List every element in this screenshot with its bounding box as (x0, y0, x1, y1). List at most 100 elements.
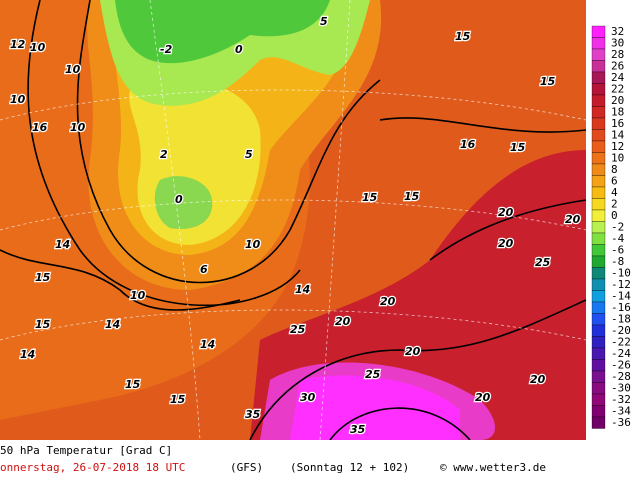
colorbar-label: -32 (611, 393, 631, 406)
colorbar-label: -14 (611, 289, 631, 302)
colorbar-label: -2 (611, 220, 624, 233)
colorbar-swatch (591, 175, 606, 188)
colorbar-label: 10 (611, 151, 624, 164)
colorbar-label: 32 (611, 25, 624, 38)
colorbar-swatch (591, 244, 606, 257)
colorbar-label: 20 (611, 94, 624, 107)
contour-label: 14 (105, 318, 120, 331)
colorbar-swatch (591, 290, 606, 303)
run-time: onnerstag, 26-07-2018 18 UTC (0, 461, 185, 474)
contour-label: 20 (475, 391, 491, 404)
colorbar-swatch (591, 382, 606, 395)
contour-label: 2 (160, 148, 168, 161)
contour-label: 10 (10, 93, 26, 106)
colorbar-label: 22 (611, 82, 624, 95)
colorbar-swatch (591, 255, 606, 268)
contour-label: 16 (460, 138, 476, 151)
colorbar-label: 28 (611, 48, 624, 61)
map-title: 50 hPa Temperatur [Grad C] (0, 444, 172, 457)
colorbar-swatch (591, 313, 606, 326)
contour-label: 25 (365, 368, 381, 381)
colorbar-label: -26 (611, 358, 631, 371)
contour-label: 10 (130, 289, 146, 302)
region (115, 0, 330, 64)
colorbar-label: 8 (611, 163, 618, 176)
colorbar-label: 30 (611, 36, 624, 49)
colorbar-swatch (591, 278, 606, 291)
contour-label: 14 (200, 338, 215, 351)
contour-label: 14 (20, 348, 35, 361)
colorbar-swatch (591, 198, 606, 211)
contour-label: 20 (498, 237, 514, 250)
contour-label: -2 (160, 43, 173, 56)
credit: © www.wetter3.de (440, 461, 546, 474)
colorbar-swatch (591, 405, 606, 418)
colorbar-label: 12 (611, 140, 624, 153)
contour-label: 15 (125, 378, 141, 391)
contour-label: 15 (35, 271, 51, 284)
colorbar-label: 18 (611, 105, 624, 118)
colorbar-label: -30 (611, 381, 631, 394)
colorbar-label: -10 (611, 266, 631, 279)
colorbar-swatch (591, 347, 606, 360)
colorbar-swatch (591, 267, 606, 280)
contours (0, 0, 587, 441)
contour-label: 6 (200, 263, 208, 276)
contour-label: 14 (55, 238, 70, 251)
contour-label: 5 (320, 15, 328, 28)
colorbar-swatch (591, 117, 606, 130)
region (290, 375, 460, 440)
colorbar-label: -28 (611, 370, 631, 383)
region (154, 176, 213, 230)
colorbar-swatch (591, 37, 606, 50)
contour-label: 10 (65, 63, 81, 76)
contour-label: 15 (455, 30, 471, 43)
colorbar-label: 0 (611, 209, 618, 222)
colorbar-label: -24 (611, 347, 631, 360)
colorbar-swatch (591, 129, 606, 142)
colorbar-swatch (591, 60, 606, 73)
colorbar-label: -22 (611, 335, 631, 348)
colorbar-label: -18 (611, 312, 631, 325)
contour-label: 20 (335, 315, 351, 328)
contour-label: 0 (175, 193, 183, 206)
colorbar-swatch (591, 209, 606, 222)
contour-label: 20 (405, 345, 421, 358)
contour-label: 20 (530, 373, 546, 386)
contour-label: 25 (290, 323, 306, 336)
colorbar-label: 24 (611, 71, 625, 84)
colorbar-label: -12 (611, 278, 631, 291)
colorbar-label: 6 (611, 174, 618, 187)
contour-label: 5 (245, 148, 253, 161)
colorbar-swatch (591, 393, 606, 406)
contour-label: 15 (510, 141, 526, 154)
colorbar-label: -34 (611, 404, 631, 417)
contour-label: 10 (30, 41, 46, 54)
colorbar-swatch (591, 221, 606, 234)
colorbar-label: -16 (611, 301, 631, 314)
contour-label: 20 (380, 295, 396, 308)
colorbar-swatch (591, 106, 606, 119)
colorbar-swatch (591, 232, 606, 245)
contour-label: 16 (32, 121, 48, 134)
contour-label: 15 (540, 75, 556, 88)
colorbar-swatch (591, 186, 606, 199)
colorbar-swatch (591, 370, 606, 383)
colorbar-swatch (591, 48, 606, 61)
colorbar-label: 2 (611, 197, 618, 210)
colorbar-swatch (591, 25, 606, 38)
contour-label: 25 (535, 256, 551, 269)
contour-label: 15 (404, 190, 420, 203)
valid-time: (Sonntag 12 + 102) (290, 461, 409, 474)
contour-label: 35 (245, 408, 261, 421)
contour-label: 20 (498, 206, 514, 219)
contour-label: 35 (350, 423, 366, 436)
contour-label: 15 (35, 318, 51, 331)
colorbar-swatch (591, 140, 606, 153)
contour-label: 10 (70, 121, 86, 134)
colorbar-label: 26 (611, 59, 624, 72)
contour-label: 20 (565, 213, 581, 226)
contour-label: 0 (235, 43, 243, 56)
contour-label: 15 (170, 393, 186, 406)
